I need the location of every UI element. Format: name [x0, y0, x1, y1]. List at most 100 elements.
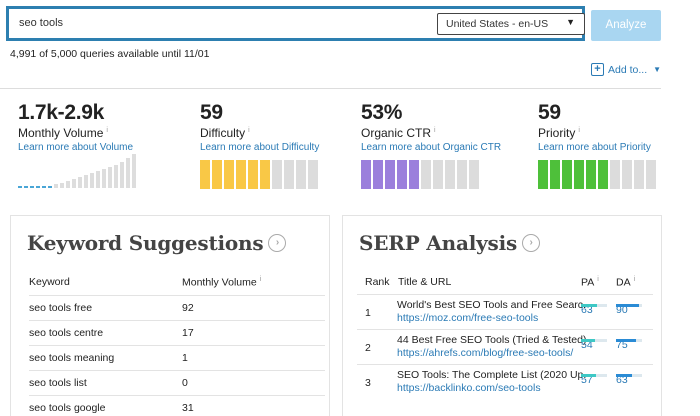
- histogram-bar: [102, 169, 106, 188]
- bar-segment: [397, 160, 407, 189]
- bar-segment: [562, 160, 572, 189]
- histogram-bar: [66, 181, 70, 188]
- learn-more-link[interactable]: Learn more about Volume: [18, 142, 134, 153]
- info-icon: i: [248, 127, 250, 134]
- metric-value: 1.7k-2.9k: [18, 101, 105, 124]
- histogram-bar: [90, 173, 94, 188]
- bar-segment: [409, 160, 419, 189]
- bar-segment: [634, 160, 644, 189]
- bar-segment: [385, 160, 395, 189]
- keyword-cell: seo tools meaning: [29, 352, 115, 364]
- search-bar: United States - en-US ▼: [6, 6, 585, 41]
- bar-segment: [610, 160, 620, 189]
- bar-segment: [421, 160, 431, 189]
- pa-value: 57: [581, 374, 593, 386]
- histogram-bar: [42, 186, 46, 188]
- caret-down-icon: ▼: [653, 65, 662, 74]
- result-url-link[interactable]: https://backlinko.com/seo-tools: [397, 382, 541, 394]
- pa-meter: [581, 374, 607, 377]
- histogram-bar: [18, 186, 22, 188]
- metric-difficulty: 59 Difficulty i Learn more about Difficul…: [200, 101, 319, 153]
- histogram-bar: [30, 186, 34, 188]
- add-to-button[interactable]: + Add to... ▼: [591, 63, 661, 76]
- metric-label: Organic CTR i: [361, 126, 436, 140]
- bar-segment: [598, 160, 608, 189]
- bar-segment: [248, 160, 258, 189]
- result-url-link[interactable]: https://moz.com/free-seo-tools: [397, 312, 539, 324]
- histogram-bar: [108, 167, 112, 188]
- metric-value: 59: [538, 101, 561, 124]
- bar-segment: [433, 160, 443, 189]
- keyword-cell: seo tools google: [29, 402, 106, 414]
- histogram-bar: [48, 186, 52, 188]
- rank-cell: 1: [365, 307, 371, 319]
- bar-segment: [361, 160, 371, 189]
- chevron-right-icon[interactable]: ›: [268, 234, 287, 252]
- da-value: 90: [616, 304, 628, 316]
- pa-meter: [581, 339, 607, 342]
- bar-segment: [373, 160, 383, 189]
- volume-histogram: [18, 150, 136, 188]
- metric-label: Priority i: [538, 126, 580, 140]
- table-row[interactable]: seo tools google 31: [29, 395, 325, 416]
- info-icon: i: [633, 276, 636, 283]
- divider: [0, 88, 661, 89]
- col-rank: Rank: [365, 276, 390, 288]
- bar-segment: [469, 160, 479, 189]
- table-row[interactable]: seo tools list 0: [29, 370, 325, 395]
- keyword-cell: seo tools centre: [29, 327, 104, 339]
- bar-segment: [236, 160, 246, 189]
- bar-segment: [260, 160, 270, 189]
- priority-bar: [538, 160, 656, 189]
- table-row[interactable]: seo tools meaning 1: [29, 345, 325, 370]
- volume-cell: 0: [182, 377, 188, 389]
- metric-label: Monthly Volume i: [18, 126, 108, 140]
- bar-segment: [308, 160, 318, 189]
- keyword-cell: seo tools free: [29, 302, 93, 314]
- histogram-bar: [36, 186, 40, 188]
- histogram-bar: [120, 162, 124, 188]
- pa-value: 54: [581, 339, 593, 351]
- histogram-bar: [78, 177, 82, 188]
- bar-segment: [550, 160, 560, 189]
- volume-cell: 31: [182, 402, 194, 414]
- search-input[interactable]: [19, 17, 419, 29]
- histogram-bar: [132, 154, 136, 188]
- table-row: 2 44 Best Free SEO Tools (Tried & Tested)…: [357, 329, 653, 362]
- caret-down-icon: ▼: [566, 17, 575, 27]
- quota-text: 4,991 of 5,000 queries available until 1…: [10, 48, 210, 60]
- da-meter: [616, 374, 642, 377]
- learn-more-link[interactable]: Learn more about Organic CTR: [361, 142, 502, 153]
- histogram-bar: [72, 179, 76, 188]
- histogram-bar: [84, 175, 88, 188]
- chevron-right-icon[interactable]: ›: [522, 234, 541, 252]
- result-title: SEO Tools: The Complete List (2020 Up...: [397, 369, 587, 381]
- table-row[interactable]: seo tools centre 17: [29, 320, 325, 345]
- da-meter: [616, 339, 642, 342]
- pa-value: 63: [581, 304, 593, 316]
- bar-segment: [622, 160, 632, 189]
- col-pa: PA i: [581, 276, 599, 289]
- learn-more-link[interactable]: Learn more about Difficulty: [200, 142, 320, 153]
- info-icon: i: [578, 127, 580, 134]
- volume-cell: 92: [182, 302, 194, 314]
- panel-title: Keyword Suggestions ›: [27, 231, 287, 255]
- col-da: DA i: [616, 276, 636, 289]
- col-title-url: Title & URL: [398, 276, 452, 288]
- info-icon: i: [434, 127, 436, 134]
- bar-segment: [586, 160, 596, 189]
- info-icon: i: [259, 276, 262, 283]
- bar-segment: [272, 160, 282, 189]
- histogram-bar: [24, 186, 28, 188]
- analyze-button[interactable]: Analyze: [591, 10, 661, 41]
- metric-volume: 1.7k-2.9k Monthly Volume i Learn more abo…: [18, 101, 133, 153]
- result-url-link[interactable]: https://ahrefs.com/blog/free-seo-tools/: [397, 347, 574, 359]
- info-icon: i: [106, 127, 108, 134]
- table-row: 3 SEO Tools: The Complete List (2020 Up..…: [357, 364, 653, 397]
- learn-more-link[interactable]: Learn more about Priority: [538, 142, 651, 153]
- table-row[interactable]: seo tools free 92: [29, 295, 325, 320]
- da-value: 75: [616, 339, 628, 351]
- histogram-bar: [114, 165, 118, 188]
- locale-select[interactable]: United States - en-US ▼: [437, 13, 585, 35]
- result-title: 44 Best Free SEO Tools (Tried & Tested).…: [397, 334, 587, 346]
